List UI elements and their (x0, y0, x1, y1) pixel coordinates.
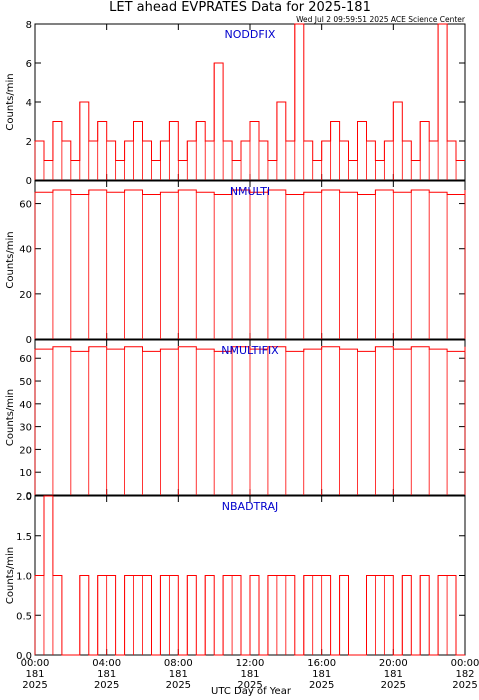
panels-group: 0 2 4 6 8 Counts/min NODDFIX 0 20 40 60 Counts/min N… (5, 20, 466, 662)
panel-title: NMULTI (230, 185, 270, 198)
x-axis-label: UTC Day of Year (211, 686, 292, 697)
y-tick-label: 0 (26, 335, 32, 346)
x-tick-label-time: 00:00 (21, 658, 50, 669)
x-tick-label-year: 2025 (94, 680, 119, 691)
x-tick-label-day: 181 (169, 669, 188, 680)
y-tick-label: 60 (19, 354, 32, 365)
x-tick-label-year: 2025 (381, 680, 406, 691)
series-line-nmultifix (35, 346, 466, 352)
x-tick-label-day: 181 (97, 669, 116, 680)
y-tick-label: 1.0 (16, 572, 32, 583)
panel-title: NMULTIFIX (221, 344, 279, 357)
x-axis-group: 00:00181202504:00181202508:00181202512:0… (21, 658, 479, 691)
y-tick-label: 40 (19, 400, 32, 411)
panel-2: 0 10 20 30 40 50 60 Counts/min NMULTIFIX (5, 339, 466, 502)
y-tick-label: 30 (19, 423, 32, 434)
x-tick-label-year: 2025 (452, 680, 477, 691)
y-axis-label: Counts/min (5, 73, 16, 130)
y-tick-label: 2 (26, 137, 32, 148)
x-tick-label-day: 181 (25, 669, 44, 680)
y-tick-label: 60 (19, 200, 32, 211)
x-tick-label-year: 2025 (309, 680, 334, 691)
y-tick-label: 8 (26, 20, 32, 31)
y-tick-label: 0 (26, 491, 32, 502)
y-tick-label: 0 (26, 176, 32, 187)
x-tick-label-day: 182 (455, 669, 474, 680)
x-tick-label-time: 08:00 (164, 658, 193, 669)
y-axis-label: Counts/min (5, 231, 16, 288)
panel-1: 0 20 40 60 Counts/min NMULTI (5, 180, 466, 346)
x-tick-label-time: 12:00 (236, 658, 265, 669)
y-axis-label: Counts/min (5, 389, 16, 446)
x-tick-label-time: 00:00 (451, 658, 479, 669)
x-tick-label-day: 181 (240, 669, 259, 680)
x-tick-label-year: 2025 (22, 680, 47, 691)
series-line-nbadtraj (35, 495, 465, 656)
panel-title: NBADTRAJ (222, 500, 278, 513)
page-title: LET ahead EVPRATES Data for 2025-181 (109, 0, 371, 15)
x-tick-label-time: 16:00 (307, 658, 336, 669)
panel-3: 0.0 0.5 1.0 1.5 2.0 Counts/min NBADTRAJ (5, 492, 466, 662)
y-tick-label: 0.0 (16, 651, 32, 662)
y-tick-label: 0.5 (16, 611, 32, 622)
panel-title: NODDFIX (225, 28, 276, 41)
x-tick-label-day: 181 (384, 669, 403, 680)
y-tick-label: 4 (26, 98, 32, 109)
y-tick-label: 40 (19, 245, 32, 256)
x-tick-label-day: 181 (312, 669, 331, 680)
panel-0: 0 2 4 6 8 Counts/min NODDFIX (5, 20, 466, 187)
timestamp-label: Wed Jul 2 09:59:51 2025 ACE Science Cent… (296, 15, 466, 24)
x-tick-label-year: 2025 (166, 680, 191, 691)
y-tick-label: 6 (26, 59, 32, 70)
y-axis-label: Counts/min (5, 547, 16, 604)
y-tick-label: 2.0 (16, 492, 32, 503)
x-tick-label-year: 2025 (237, 680, 262, 691)
y-tick-label: 1.5 (16, 532, 32, 543)
y-tick-label: 50 (19, 377, 32, 388)
x-tick-label-time: 20:00 (379, 658, 408, 669)
y-tick-label: 10 (19, 468, 32, 479)
y-tick-label: 20 (19, 445, 32, 456)
y-tick-label: 20 (19, 290, 32, 301)
x-tick-label-time: 04:00 (92, 658, 121, 669)
